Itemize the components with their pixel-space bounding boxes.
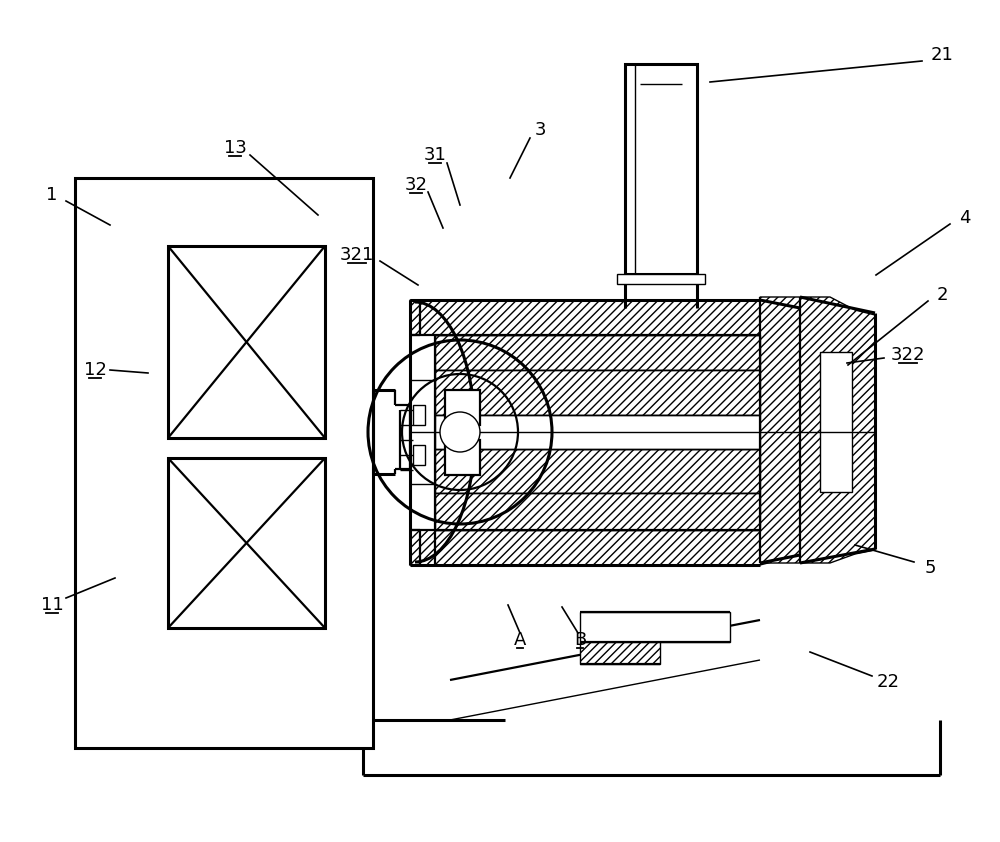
Text: 5: 5	[924, 559, 936, 577]
Bar	[413, 445, 425, 465]
Bar	[580, 642, 660, 664]
Text: 13: 13	[224, 139, 246, 157]
Polygon shape	[435, 335, 760, 370]
Polygon shape	[435, 493, 760, 530]
Polygon shape	[410, 300, 800, 340]
Text: 3: 3	[534, 121, 546, 139]
Polygon shape	[410, 522, 800, 565]
Text: 31: 31	[424, 146, 446, 164]
Bar	[435, 415, 760, 449]
Text: 4: 4	[959, 209, 971, 227]
Text: 11: 11	[41, 596, 63, 614]
Text: 1: 1	[46, 186, 58, 204]
Bar	[625, 64, 697, 274]
Text: 322: 322	[891, 346, 925, 364]
Polygon shape	[435, 370, 760, 415]
Text: 21: 21	[931, 46, 953, 64]
Bar	[413, 405, 425, 425]
Text: 32: 32	[405, 176, 428, 194]
Bar	[445, 440, 480, 475]
Bar	[168, 246, 325, 438]
Text: 2: 2	[936, 286, 948, 304]
Bar	[168, 458, 325, 628]
Bar	[75, 178, 373, 748]
Text: A: A	[514, 631, 526, 649]
Polygon shape	[760, 297, 875, 563]
Polygon shape	[435, 449, 760, 493]
Text: 321: 321	[340, 246, 374, 264]
Bar	[580, 612, 730, 642]
Bar	[820, 352, 852, 492]
Text: B: B	[574, 631, 586, 649]
Text: 12: 12	[84, 361, 106, 379]
Text: 22: 22	[876, 673, 900, 691]
Bar	[445, 390, 480, 425]
Circle shape	[440, 412, 480, 452]
Bar	[617, 274, 705, 284]
